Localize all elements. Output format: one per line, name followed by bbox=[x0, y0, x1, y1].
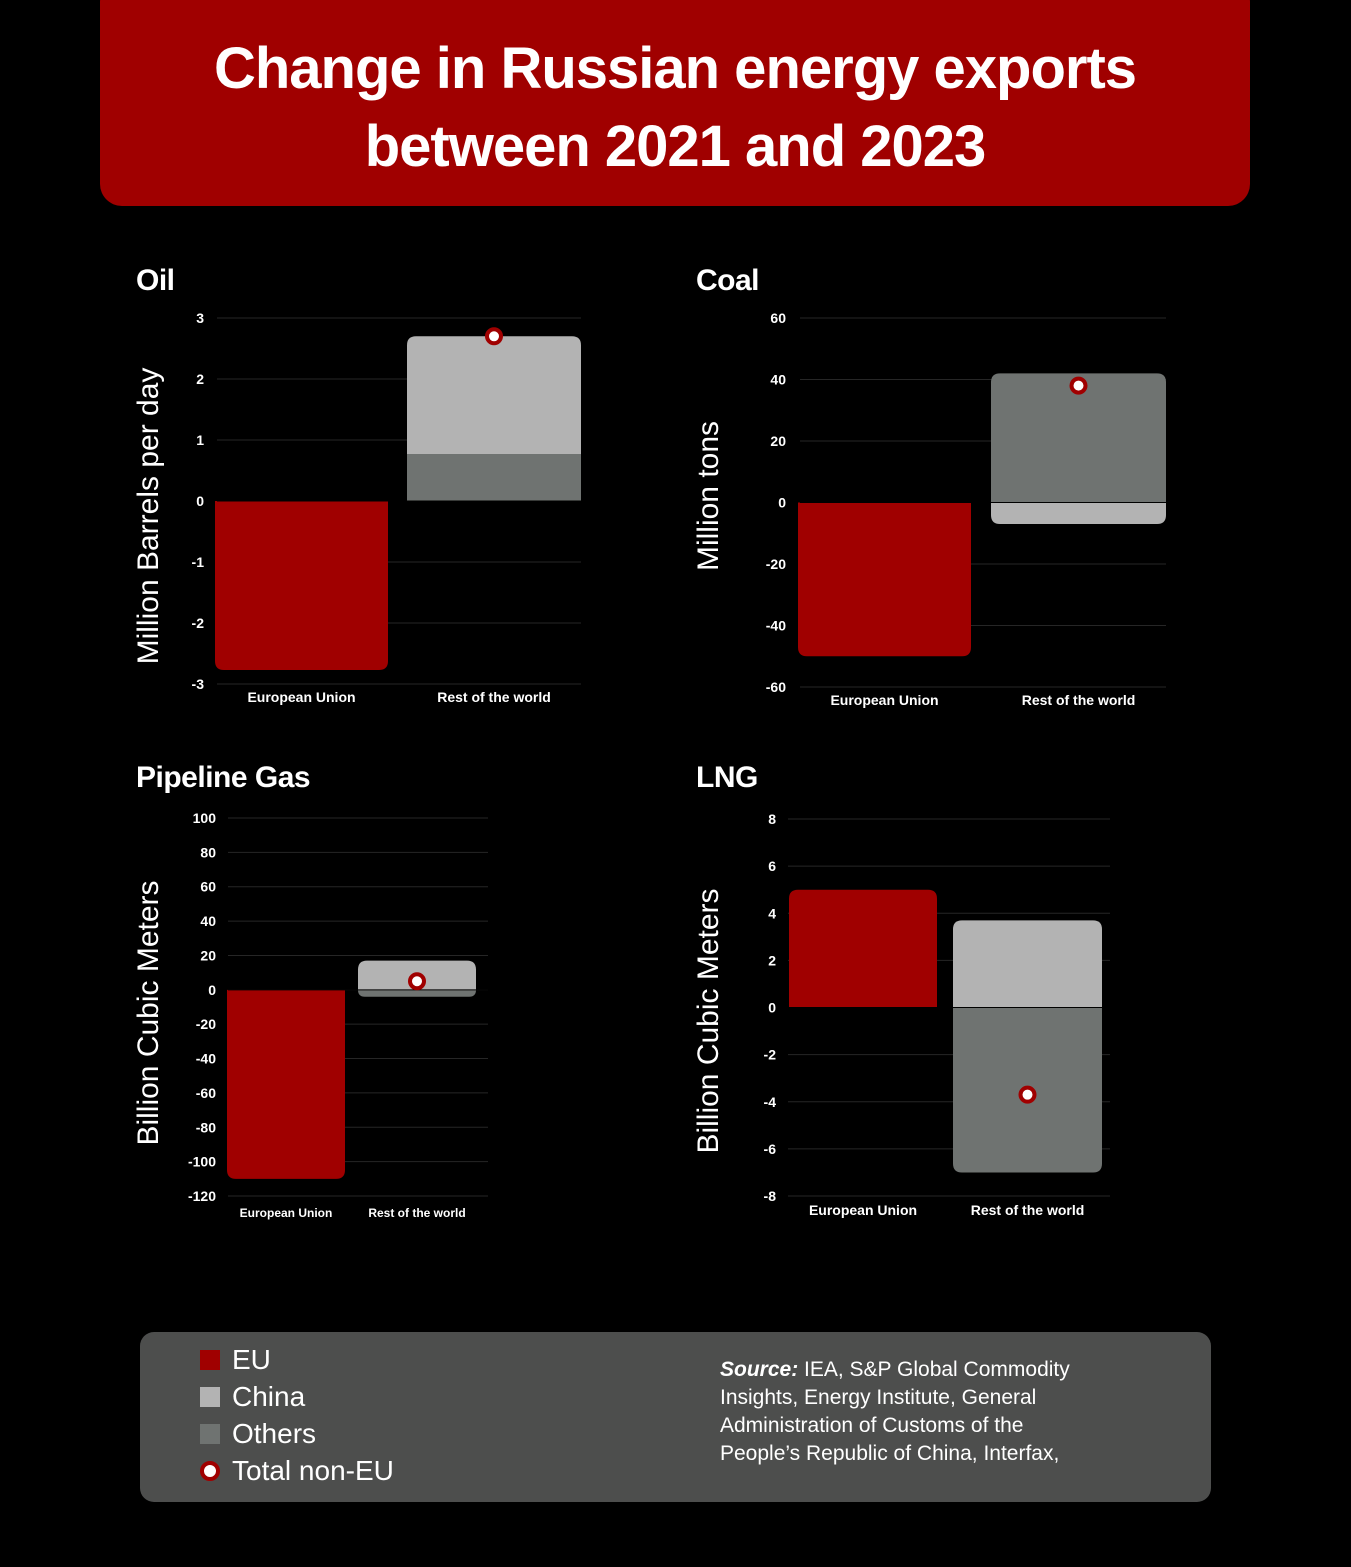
pipeline-gas-category-label: European Union bbox=[240, 1206, 333, 1220]
oil-panel-title: Oil bbox=[136, 264, 175, 297]
coal-y-tick-label: -40 bbox=[766, 618, 786, 634]
legend-item-china: China bbox=[200, 1380, 305, 1414]
lng-bar-china-rest-of-world bbox=[953, 920, 1102, 1008]
coal-bar-china-rest-of-world bbox=[991, 502, 1166, 525]
pipeline-gas-y-tick-label: 100 bbox=[193, 810, 217, 826]
oil-bar-eu-european-union bbox=[215, 501, 388, 670]
total-non-eu-marker-icon bbox=[200, 1461, 220, 1481]
pipeline-gas-y-tick-label: -100 bbox=[188, 1154, 216, 1170]
pipeline-gas-y-tick-label: -40 bbox=[196, 1051, 216, 1067]
coal-y-tick-label: 0 bbox=[778, 495, 786, 511]
lng-total-non-eu-marker bbox=[1018, 1085, 1037, 1104]
pipeline-gas-y-tick-label: 0 bbox=[208, 982, 216, 998]
title-line-1: Change in Russian energy exports bbox=[213, 36, 1137, 101]
pipeline-gas-bar-eu-european-union bbox=[227, 989, 345, 1179]
lng-category-label: European Union bbox=[809, 1202, 917, 1218]
coal-y-tick-label: 20 bbox=[770, 433, 786, 449]
lng-y-tick-label: -4 bbox=[764, 1094, 777, 1110]
coal-bar-eu-european-union bbox=[798, 502, 971, 657]
oil-chart: 3 2 1 0 -1 -2 -3 European Union Rest of the worl… bbox=[192, 310, 581, 705]
legend-label-eu: EU bbox=[232, 1344, 271, 1375]
title-line-2: between 2021 and 2023 bbox=[364, 114, 987, 179]
lng-y-tick-label: 4 bbox=[768, 905, 776, 921]
pipeline-gas-y-tick-label: 20 bbox=[200, 947, 216, 963]
legend-item-total-non-eu: Total non-EU bbox=[200, 1454, 394, 1488]
legend-item-others: Others bbox=[200, 1417, 316, 1451]
coal-y-tick-label: -60 bbox=[766, 679, 786, 695]
legend-label-others: Others bbox=[232, 1418, 317, 1449]
oil-y-tick-label: 3 bbox=[196, 310, 204, 326]
lng-y-tick-label: -2 bbox=[764, 1047, 777, 1063]
lng-chart: 8 6 4 2 0 -2 -4 -6 -8 European Union Rest of the w… bbox=[764, 811, 1110, 1218]
legend-panel bbox=[140, 1332, 1211, 1502]
lng-y-tick-label: 6 bbox=[768, 858, 776, 874]
coal-y-tick-label: 60 bbox=[770, 310, 786, 326]
pipeline-gas-y-tick-label: -20 bbox=[196, 1016, 216, 1032]
oil-category-label: Rest of the world bbox=[437, 689, 551, 705]
lng-y-tick-label: -8 bbox=[764, 1188, 777, 1204]
china-swatch bbox=[200, 1387, 220, 1407]
pipeline-gas-y-tick-label: -60 bbox=[196, 1085, 216, 1101]
others-swatch bbox=[200, 1424, 220, 1444]
coal-chart: 60 40 20 0 -20 -40 -60 European Union Rest of th… bbox=[766, 310, 1166, 708]
legend-item-eu: EU bbox=[200, 1343, 271, 1377]
oil-y-tick-label: 0 bbox=[196, 493, 204, 509]
coal-panel-title: Coal bbox=[696, 264, 760, 297]
page-title: Change in Russian energy exports between… bbox=[100, 30, 1250, 186]
pipeline-gas-y-tick-label: 80 bbox=[200, 844, 216, 860]
source-text: IEA, S&P Global Commodity Insights, Ener… bbox=[720, 1358, 1070, 1465]
oil-y-tick-label: -1 bbox=[192, 554, 205, 570]
pipeline-gas-y-tick-label: 60 bbox=[200, 879, 216, 895]
lng-y-tick-label: -6 bbox=[764, 1141, 777, 1157]
coal-bar-others-rest-of-world bbox=[991, 373, 1166, 503]
pipeline-gas-bar-others-rest-of-world bbox=[358, 989, 476, 997]
oil-y-tick-label: -3 bbox=[192, 676, 205, 692]
oil-y-tick-label: 1 bbox=[196, 432, 204, 448]
coal-y-tick-label: 40 bbox=[770, 372, 786, 388]
oil-bar-china-rest-of-world bbox=[407, 336, 581, 455]
pipeline-gas-panel-title: Pipeline Gas bbox=[136, 761, 311, 794]
coal-category-label: European Union bbox=[830, 692, 938, 708]
source-label: Source: bbox=[720, 1358, 799, 1381]
oil-y-tick-label: -2 bbox=[192, 615, 205, 631]
coal-category-label: Rest of the world bbox=[1022, 692, 1136, 708]
eu-swatch bbox=[200, 1350, 220, 1370]
oil-category-label: European Union bbox=[247, 689, 355, 705]
lng-panel-title: LNG bbox=[696, 761, 758, 794]
oil-total-non-eu-marker bbox=[485, 327, 503, 346]
lng-bar-eu-european-union bbox=[789, 889, 937, 1008]
source-note: Source: IEA, S&P Global Commodity Insigh… bbox=[720, 1356, 1100, 1468]
lng-y-tick-label: 8 bbox=[768, 811, 776, 827]
oil-y-tick-label: 2 bbox=[196, 371, 204, 387]
pipeline-gas-total-non-eu-marker bbox=[408, 972, 426, 991]
pipeline-gas-category-label: Rest of the world bbox=[368, 1206, 465, 1220]
pipeline-gas-y-tick-label: -80 bbox=[196, 1119, 216, 1135]
legend-label-total-non-eu: Total non-EU bbox=[232, 1455, 394, 1486]
pipeline-gas-chart: 100 80 60 40 20 0 -20 -40 -60 -80 -100 -120 European… bbox=[188, 810, 488, 1220]
pipeline-gas-y-tick-label: 40 bbox=[200, 913, 216, 929]
lng-y-tick-label: 2 bbox=[768, 952, 776, 968]
coal-y-tick-label: -20 bbox=[766, 556, 786, 572]
lng-category-label: Rest of the world bbox=[971, 1202, 1085, 1218]
oil-bar-others-rest-of-world bbox=[407, 454, 581, 501]
coal-total-non-eu-marker bbox=[1069, 376, 1088, 395]
legend-label-china: China bbox=[232, 1381, 306, 1412]
pipeline-gas-y-tick-label: -120 bbox=[188, 1188, 216, 1204]
lng-y-tick-label: 0 bbox=[768, 1000, 776, 1016]
title-banner bbox=[100, 0, 1250, 206]
